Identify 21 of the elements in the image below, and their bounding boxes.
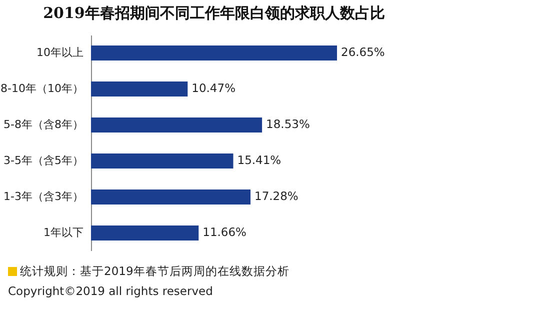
bar [91,82,188,96]
bar [91,118,262,132]
data-label: 26.65% [341,45,385,59]
bar [91,46,337,60]
chart-title: 2019年春招期间不同工作年限白领的求职人数占比 [43,4,385,22]
text: Copyright©2019 all rights reserved [8,284,213,298]
y-tick-label: 1-3年（含3年） [4,190,84,203]
y-tick-label: 10年以上 [36,46,84,59]
y-tick-label: 8-10年（10年） [0,82,84,95]
data-label: 10.47% [192,81,236,95]
y-tick-label: 3-5年（含5年） [4,154,84,167]
text: 统计规则：基于2019年春节后两周的在线数据分析 [20,264,290,279]
bar [91,154,234,168]
y-tick-label: 5-8年（含8年） [4,118,84,131]
data-label: 11.66% [202,225,247,239]
bar [91,190,251,204]
y-tick-label: 1年以下 [44,226,84,239]
data-label: 15.41% [237,153,282,167]
data-label: 17.28% [254,189,298,203]
data-label: 18.53% [266,117,310,131]
bar [91,226,199,240]
